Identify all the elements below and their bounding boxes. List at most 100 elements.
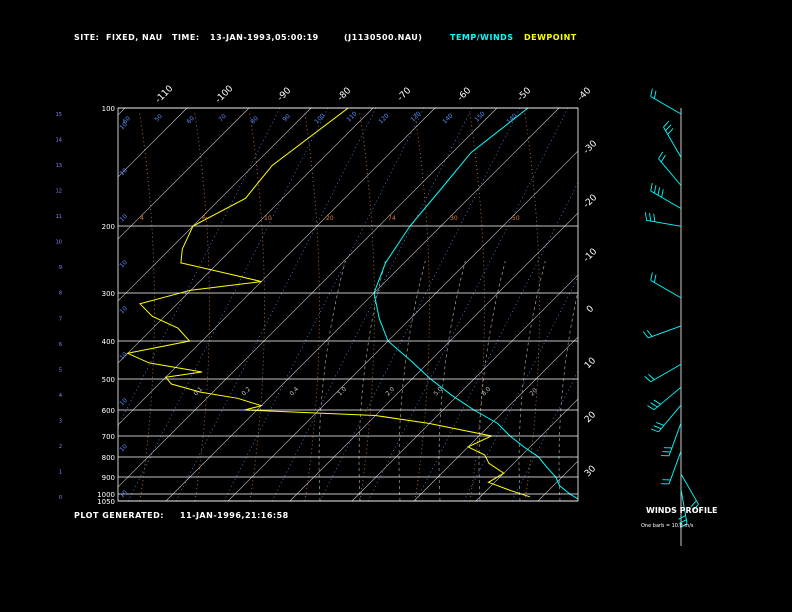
wind-barb-flag (650, 88, 653, 97)
mixing-ratio-line (511, 370, 578, 501)
wind-barb-flag (658, 151, 664, 159)
wind-barb (680, 489, 688, 524)
isotherm (118, 108, 498, 488)
height-tick-label: 6 (59, 342, 62, 348)
top-temp-label: -90 (276, 86, 294, 104)
wind-barb (650, 363, 682, 383)
dry-adiabat (414, 110, 430, 501)
mixing-ratio-line (367, 108, 569, 501)
height-tick-label: 10 (56, 240, 62, 246)
height-tick-label: 9 (59, 265, 62, 271)
right-temp-label: 0 (585, 304, 596, 315)
height-tick-label: 3 (59, 418, 62, 424)
mixing-ratio-line (271, 108, 473, 501)
isotherm (600, 108, 792, 501)
wind-barb-flag (653, 90, 657, 99)
isotherm-label-top: 140 (505, 112, 518, 125)
dry-adiabat-label: 6 (202, 215, 206, 222)
height-tick-label: 12 (56, 189, 62, 195)
wind-barb (646, 219, 682, 227)
pressure-tick-label: 900 (102, 474, 115, 482)
wind-barb-flag (692, 504, 699, 511)
isotherm-label-top: 130 (409, 110, 422, 123)
legend-temp: TEMP/WINDS (450, 33, 514, 42)
wind-barb (653, 386, 682, 411)
wind-barb-flag (653, 425, 662, 430)
height-tick-label: 1 (59, 469, 62, 475)
top-temp-label: -40 (576, 86, 594, 104)
wind-barb-flag (650, 402, 658, 408)
mixing-ratio-label: 2.0 (384, 386, 396, 398)
dry-adiabat-label: 30 (450, 215, 458, 222)
wind-barb (668, 450, 682, 485)
height-tick-label: 5 (59, 367, 62, 373)
wind-barb-flag (650, 183, 653, 192)
top-temp-label: -80 (336, 86, 354, 104)
pressure-tick-label: 500 (102, 376, 115, 384)
isotherm (118, 108, 312, 302)
dry-adiabat (304, 110, 320, 501)
wind-barb-flag (648, 373, 655, 380)
isotherm (118, 108, 250, 240)
wind-barb (650, 279, 682, 299)
site-value: FIXED, NAU (106, 33, 163, 42)
wind-barb-flag (653, 213, 656, 222)
mixing-left-label: 10 (118, 167, 128, 177)
top-temp-label: -100 (214, 84, 236, 106)
site-label: SITE: (74, 33, 100, 42)
dry-adiabat-label: 10 (264, 215, 272, 222)
wind-barb-flag (650, 428, 659, 433)
isotherm (662, 108, 792, 501)
mixing-ratio-label: 0.1 (192, 386, 204, 398)
isotherm-label-top: 70 (217, 113, 227, 123)
right-temp-label: 10 (583, 356, 598, 371)
wind-barb (680, 473, 699, 505)
wind-barb-flag (653, 185, 657, 194)
isotherm (118, 108, 436, 426)
wind-barb-flag (667, 128, 674, 135)
mixing-ratio-line (118, 108, 281, 428)
mixing-ratio-label: 20 (528, 387, 538, 397)
dry-adiabat (359, 110, 375, 501)
mixing-left-label: 10 (118, 259, 128, 269)
height-tick-label: 7 (59, 316, 62, 322)
winds-profile-note: One barb = 10.0 m/s (641, 523, 694, 529)
isotherm-label-top: 60 (121, 115, 131, 125)
isotherm (118, 108, 374, 364)
mixing-left-label: 10 (118, 351, 128, 361)
temp-line (373, 108, 578, 500)
moist-adiabat (558, 289, 578, 501)
mixing-ratio-label: 0.4 (288, 386, 300, 398)
right-temp-label: -20 (582, 193, 600, 211)
plot-generated-label: PLOT GENERATED: (74, 511, 164, 520)
wind-barb-flag (647, 405, 655, 411)
isotherm-label-top: 50 (153, 113, 163, 123)
wind-barb-flag (653, 274, 657, 283)
wind-barb-flag (644, 376, 651, 383)
plot-area (118, 108, 792, 501)
height-tick-label: 8 (59, 291, 62, 297)
dry-adiabat-label: 20 (326, 215, 334, 222)
pressure-tick-label: 300 (102, 290, 115, 298)
mixing-ratio-label: 8.0 (480, 386, 492, 398)
wind-barb-flag (646, 329, 653, 337)
dry-adiabat (249, 110, 265, 501)
dry-adiabat (194, 110, 210, 501)
height-tick-label: 2 (59, 444, 62, 450)
isotherm (724, 108, 792, 501)
moist-adiabat (398, 260, 426, 501)
wind-barb-flag (665, 124, 672, 132)
wind-barb (658, 404, 682, 433)
winds-profile-title: WINDS PROFILE (646, 506, 718, 515)
pressure-tick-label: 700 (102, 433, 115, 441)
pressure-tick-label: 600 (102, 407, 115, 415)
wind-barb-flag (660, 154, 666, 163)
right-temp-label: 20 (583, 410, 598, 425)
wind-barb (668, 422, 682, 456)
right-temp-label: 30 (583, 464, 598, 479)
dry-adiabat-label: 50 (512, 215, 520, 222)
mixing-left-label: 10 (118, 397, 128, 407)
top-temp-label: -60 (456, 86, 474, 104)
isotherm (227, 150, 578, 501)
isotherm (351, 274, 578, 501)
